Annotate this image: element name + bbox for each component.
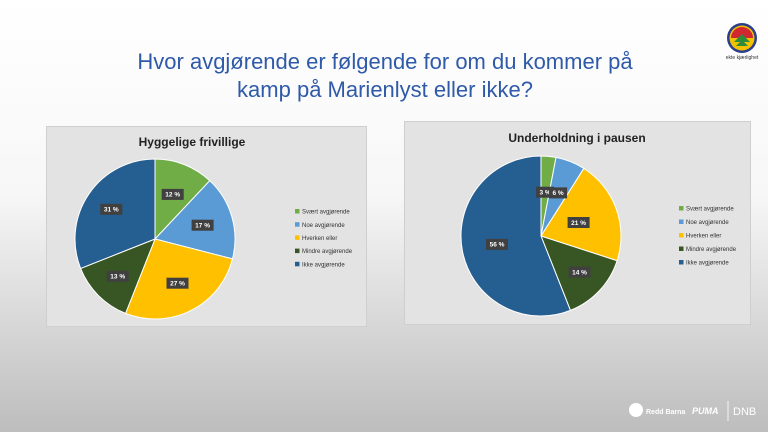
legend-item-noe: Noe avgjørende (679, 219, 729, 226)
data-label-text: 21 % (571, 220, 586, 227)
legend-item-ikke: Ikke avgjørende (679, 260, 729, 267)
legend-label: Ikke avgjørende (302, 262, 345, 268)
slide-title-line-2: kamp på Marienlyst eller ikke? (237, 77, 533, 102)
slide-title-line-1: Hvor avgjørende er følgende for om du ko… (137, 49, 633, 74)
legend-label: Hverken eller (686, 234, 721, 240)
chart-underholdning-i-pausen: Underholdning i pausen 3 % 6 % 21 % 14 % 56 %… (404, 121, 751, 325)
data-label-hverken: 21 % (567, 217, 590, 228)
legend-swatch (679, 206, 684, 211)
data-label-hverken: 27 % (166, 277, 189, 289)
club-logo-icon (727, 23, 757, 53)
legend-item-ikke: Ikke avgjørende (295, 261, 345, 268)
legend-item-hverken: Hverken eller (679, 233, 721, 240)
legend-swatch (295, 209, 300, 214)
data-label-svaert: 3 % (536, 186, 555, 198)
chart-left-svg: Hyggelige frivillige 12 % 17 % 27 % 13 % 31 %… (74, 135, 353, 320)
legend-item-mindre: Mindre avgjørende (679, 246, 737, 253)
legend-label: Svært avgjørende (686, 207, 734, 213)
pie-slice-hverken (540, 167, 622, 262)
legend-label: Noe avgjørende (302, 223, 345, 229)
sponsor-puma: PUMA (692, 406, 719, 416)
sponsor-redd-barna: Redd Barna (646, 409, 685, 416)
data-label-text: 14 % (572, 269, 587, 276)
data-label-text: 27 % (170, 281, 185, 288)
sponsor-logos: Redd Barna PUMA DNB (629, 401, 756, 421)
legend-item-svaert: Svært avgjørende (295, 209, 350, 216)
legend-swatch (679, 260, 684, 265)
legend-item-hverken: Hverken eller (295, 235, 337, 242)
pie-slice-ikke (460, 155, 572, 317)
data-label-noe: 6 % (549, 187, 568, 199)
sponsor-dnb: DNB (733, 406, 756, 418)
data-label-text: 31 % (104, 207, 119, 214)
data-label-text: 3 % (539, 190, 550, 197)
data-label-text: 12 % (165, 192, 180, 199)
chart-title: Underholdning i pausen (508, 131, 645, 145)
legend-swatch (295, 261, 300, 267)
legend-label: Noe avgjørende (686, 220, 729, 226)
data-label-ikke: 31 % (100, 203, 123, 215)
data-label-svaert: 12 % (161, 188, 184, 200)
data-label-text: 13 % (110, 274, 125, 281)
legend-swatch (295, 235, 300, 240)
legend-swatch (295, 248, 300, 254)
data-label-text: 6 % (552, 190, 563, 197)
legend-label: Mindre avgjørende (686, 247, 737, 253)
legend-label: Svært avgjørende (302, 210, 350, 216)
legend-item-mindre: Mindre avgjørende (295, 248, 353, 255)
data-label-text: 56 % (490, 242, 505, 249)
legend-swatch (679, 219, 684, 224)
slide-title: Hvor avgjørende er følgende for om du ko… (90, 48, 680, 104)
legend-item-noe: Noe avgjørende (295, 222, 345, 229)
redd-barna-icon (629, 403, 643, 417)
legend-swatch (679, 233, 684, 238)
logo-caption: ekte kjærlighet (725, 55, 759, 61)
data-label-ikke: 56 % (486, 238, 508, 250)
chart-right-svg: Underholdning i pausen 3 % 6 % 21 % 14 % 56 %… (460, 131, 737, 317)
data-label-mindre: 14 % (568, 266, 591, 278)
legend-swatch (679, 246, 684, 251)
data-label-noe: 17 % (191, 219, 214, 231)
legend-label: Mindre avgjørende (302, 249, 353, 255)
data-label-text: 17 % (195, 223, 210, 230)
legend-label: Hverken eller (302, 236, 337, 242)
chart-title: Hyggelige frivillige (139, 135, 246, 149)
legend-swatch (295, 222, 300, 227)
legend-item-svaert: Svært avgjørende (679, 206, 734, 213)
chart-hyggelige-frivillige: Hyggelige frivillige 12 % 17 % 27 % 13 % 31 %… (46, 126, 367, 327)
legend-label: Ikke avgjørende (686, 261, 729, 267)
data-label-mindre: 13 % (106, 270, 129, 282)
